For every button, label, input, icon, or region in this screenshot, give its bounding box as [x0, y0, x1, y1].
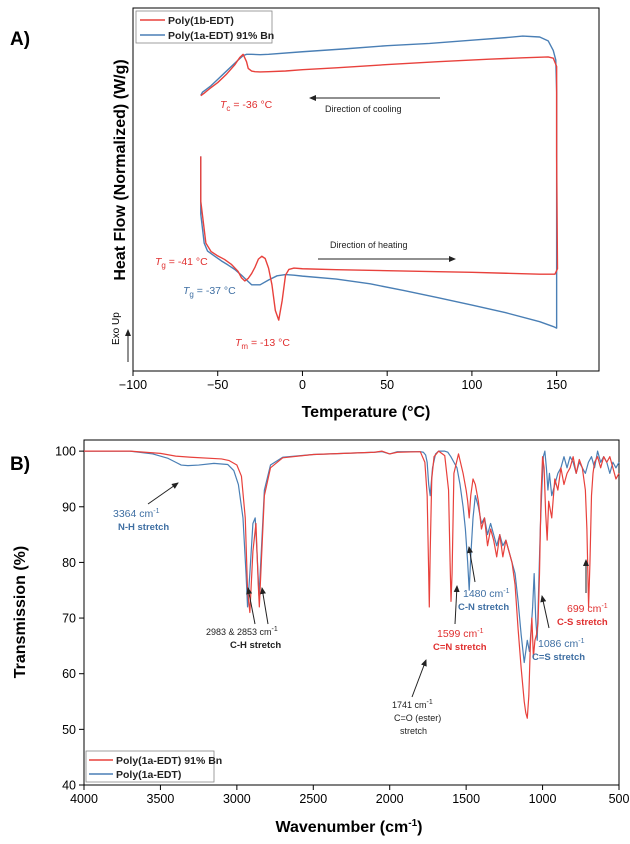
panel-b-label: B): [10, 454, 30, 475]
legend-entry-poly-1a-edt-91-bn: Poly(1a-EDT) 91% Bn: [168, 30, 274, 42]
annotation-699-desc: C-S stretch: [557, 617, 608, 628]
panel-a-label: A): [10, 29, 30, 50]
annotation-3364-value: 3364 cm-1: [113, 508, 160, 520]
panel-a-x-tick-label: 50: [380, 378, 394, 392]
panel-a-series: [200, 35, 559, 329]
annotation-ch-value: 2983 & 2853 cm-1: [206, 626, 278, 637]
annotation-tg-red: Tg = -41 °C: [155, 256, 208, 270]
panel-a-x-tick-label: 0: [299, 378, 306, 392]
arrow-cn-double: [453, 585, 460, 625]
panel-a-frame: [132, 7, 600, 372]
panel-b-x-ticks: 4000 3500 3000 2500 2000 1500 1000 500: [70, 785, 629, 806]
annotation-1086-value: 1086 cm-1: [538, 638, 585, 650]
panel-b-y-axis-title: Transmission (%): [12, 546, 29, 678]
panel-a-series-line: [200, 53, 559, 321]
legend-entry-poly-1a-edt-91-bn-b: Poly(1a-EDT) 91% Bn: [116, 755, 222, 767]
annotation-direction-of-heating: Direction of heating: [330, 240, 408, 250]
annotation-699-value: 699 cm-1: [567, 603, 608, 615]
annotation-co-desc2: stretch: [400, 726, 427, 736]
arrow-ch-1: [246, 587, 256, 625]
panel-b-legend: Poly(1a-EDT) 91% Bn Poly(1a-EDT): [85, 750, 222, 783]
panel-b: B) 4000 3500 3000 2500 2000 1500 1000 500 40 50 6…: [10, 439, 629, 836]
legend-entry-poly-1a-edt-b: Poly(1a-EDT): [116, 769, 181, 781]
panel-b-series-line: [84, 450, 620, 719]
arrow-cs-double: [540, 595, 550, 629]
panel-b-y-tick-label: 70: [62, 612, 76, 626]
annotation-tc: Tc = -36 °C: [220, 99, 273, 113]
arrow-cn-single: [467, 546, 476, 583]
panel-b-y-tick-label: 60: [62, 667, 76, 681]
panel-b-x-tick-label: 2000: [376, 792, 404, 806]
panel-b-x-tick-label: 1000: [529, 792, 557, 806]
legend-entry-poly-1b-edt: Poly(1b-EDT): [168, 15, 234, 27]
panel-b-frame: [83, 439, 620, 786]
annotation-tm: Tm = -13 °C: [235, 337, 290, 351]
panel-a-y-axis-title: Heat Flow (Normalized) (W/g): [112, 59, 129, 280]
panel-a-x-axis-title: Temperature (°C): [302, 404, 431, 421]
annotation-tg-blue: Tg = -37 °C: [183, 285, 236, 299]
panel-a-x-tick-label: −50: [207, 378, 228, 392]
arrow-co: [411, 659, 427, 698]
panel-b-x-tick-label: 2500: [299, 792, 327, 806]
arrow-ch-2: [260, 587, 269, 625]
panel-a: A) −100 −50 0 50 100 150 Temperature (°C) Hea…: [10, 7, 600, 421]
annotation-1086-desc: C=S stretch: [532, 652, 585, 663]
panel-b-y-tick-label: 90: [62, 500, 76, 514]
panel-b-x-tick-label: 1500: [452, 792, 480, 806]
panel-a-legend-box: [135, 10, 273, 44]
arrow-nh: [147, 482, 179, 505]
panel-b-x-axis-title: Wavenumber (cm-1): [275, 818, 422, 836]
annotation-co-value: 1741 cm-1: [392, 699, 433, 710]
annotation-ch-desc: C-H stretch: [230, 640, 281, 651]
annotation-1480-desc: C-N stretch: [458, 602, 509, 613]
annotation-1480-value: 1480 cm-1: [463, 588, 510, 600]
panel-a-x-tick-label: 150: [546, 378, 567, 392]
panel-b-x-tick-label: 3500: [147, 792, 175, 806]
panel-b-legend-box: [85, 750, 215, 783]
panel-b-series: [84, 450, 620, 719]
panel-b-x-tick-label: 3000: [223, 792, 251, 806]
exo-up-label: Exo Up: [111, 312, 122, 345]
annotation-1599-desc: C=N stretch: [433, 642, 487, 653]
panel-b-x-tick-label: 4000: [70, 792, 98, 806]
panel-b-y-tick-label: 40: [62, 779, 76, 793]
panel-a-x-tick-label: 100: [461, 378, 482, 392]
annotation-1599-value: 1599 cm-1: [437, 628, 484, 640]
annotation-co-desc: C=O (ester): [394, 713, 441, 723]
panel-a-series-line: [200, 35, 558, 329]
panel-b-y-tick-label: 100: [55, 445, 76, 459]
annotation-direction-of-cooling: Direction of cooling: [325, 104, 402, 114]
panel-a-x-tick-label: −100: [119, 378, 147, 392]
panel-b-y-tick-label: 80: [62, 556, 76, 570]
panel-b-x-tick-label: 500: [609, 792, 630, 806]
panel-b-series-line: [84, 450, 620, 664]
panel-a-legend: Poly(1b-EDT) Poly(1a-EDT) 91% Bn: [135, 10, 274, 44]
panel-b-y-ticks: 40 50 60 70 80 90 100: [55, 445, 84, 793]
panel-b-y-tick-label: 50: [62, 723, 76, 737]
panel-a-x-ticks: −100 −50 0 50 100 150: [119, 371, 567, 392]
annotation-3364-desc: N-H stretch: [118, 522, 169, 533]
